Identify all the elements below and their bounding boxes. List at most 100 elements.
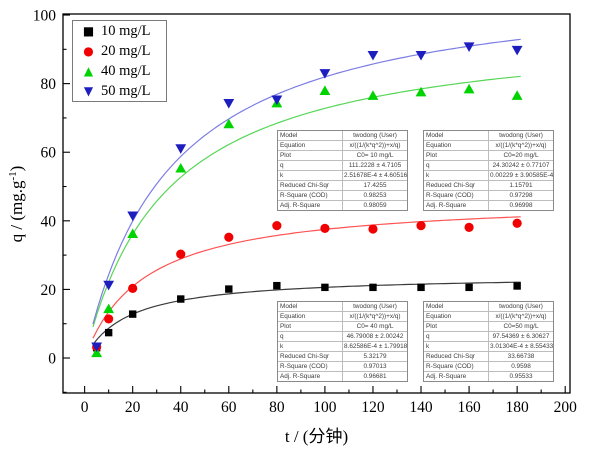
fit-row-value: 0.98253 <box>363 192 387 199</box>
fit-curve-10mgL <box>92 281 521 345</box>
fit-row-label: Reduced Chi-Sqr <box>278 181 343 190</box>
fit-row-value: 1.15791 <box>509 182 533 189</box>
data-point-circle <box>224 232 234 242</box>
data-point-triangle-up <box>223 118 235 129</box>
y-tick-label: 80 <box>41 76 57 93</box>
fit-row-label: Adj. R-Square <box>424 201 489 210</box>
data-point-square <box>321 283 329 292</box>
data-point-circle <box>416 221 426 231</box>
data-point-triangle-up <box>175 162 187 173</box>
y-tick-label: 60 <box>41 145 57 162</box>
fit-row-value: x/((1/(k*q^2))+x/q) <box>495 142 547 149</box>
fit-row-label: q <box>278 161 343 170</box>
fit-curve-20mgL <box>92 216 521 339</box>
x-tick-label: 140 <box>409 399 433 416</box>
fit-table-row: Plot C0= 10 mg/L <box>278 150 407 160</box>
x-tick-label: 180 <box>506 399 530 416</box>
fit-row-value: 0.97298 <box>509 192 533 199</box>
fit-table-row: k3.01304E-4 ± 8.55433E-5 <box>424 341 553 351</box>
data-point-triangle-down <box>103 280 115 291</box>
data-point-circle <box>368 224 378 234</box>
x-tick-label: 100 <box>313 399 337 416</box>
data-point-square <box>128 310 137 318</box>
fit-table-row: k2.51678E-4 ± 4.60516E-5 <box>278 170 407 180</box>
fit-table-row: Reduced Chi-Sqr 33.66738 <box>424 351 553 361</box>
data-point-square <box>465 283 473 292</box>
fit-row-label: Model <box>278 131 343 140</box>
fit-row-value: 0.98059 <box>363 202 387 209</box>
fit-row-label: q <box>278 332 343 341</box>
fit-row-label: Reduced Chi-Sqr <box>424 352 489 361</box>
fit-table-row: Plot C0=50 mg/L <box>424 321 553 331</box>
data-point-triangle-up <box>103 303 115 314</box>
fit-row-value: twodong (User) <box>499 132 543 139</box>
legend-box: ■ 10 mg/L ● 20 mg/L ▲ 40 mg/L ▼ 50 mg/L <box>72 20 167 102</box>
fit-table-row: Reduced Chi-Sqr 5.32179 <box>278 351 407 361</box>
data-point-circle <box>464 222 474 232</box>
fit-table-50mgL: Model twodong (User) Equation x/((1/(k*q^2)… <box>423 301 554 382</box>
fit-row-label: Equation <box>278 312 343 321</box>
fit-row-value: 0.00229 ± 3.90585E-4 <box>490 172 553 179</box>
fit-row-label: Model <box>424 302 489 311</box>
fit-table-row: Equation x/((1/(k*q^2))+x/q) <box>278 311 407 321</box>
legend-label: 10 mg/L <box>101 22 151 39</box>
fit-row-value: 111.2228 ± 4.7105 <box>348 162 402 169</box>
fit-row-value: x/((1/(k*q^2))+x/q) <box>349 313 401 320</box>
fit-row-label: R-Square (COD) <box>424 362 489 371</box>
fit-row-label: R-Square (COD) <box>424 191 489 200</box>
fit-row-label: Adj. R-Square <box>278 372 343 381</box>
data-point-triangle-down <box>223 98 235 109</box>
fit-table-row: Plot C0= 40 mg/L <box>278 321 407 331</box>
data-point-square <box>369 283 377 292</box>
fit-table-row: R-Square (COD) 0.9598 <box>424 361 553 371</box>
fit-row-value: 33.66738 <box>507 353 535 360</box>
fit-row-label: Plot <box>278 151 343 160</box>
legend-marker-icon: ■ <box>82 24 95 38</box>
data-point-square <box>513 282 521 290</box>
fit-row-value: 0.97013 <box>363 363 387 370</box>
fit-row-label: Plot <box>278 322 343 331</box>
fit-row-label: q <box>424 332 489 341</box>
data-point-triangle-up <box>367 90 379 100</box>
fit-row-value: 0.9598 <box>511 363 531 370</box>
fit-table-row: Reduced Chi-Sqr 1.15791 <box>424 180 553 190</box>
data-point-square <box>273 281 281 290</box>
fit-row-label: Plot <box>424 322 489 331</box>
fit-table-row: Model twodong (User) <box>278 302 407 311</box>
fit-row-value: 0.95533 <box>509 373 533 380</box>
fit-row-label: k <box>424 171 489 180</box>
x-tick-label: 40 <box>173 399 189 416</box>
fit-row-label: Reduced Chi-Sqr <box>278 352 343 361</box>
fit-table-row: Equation x/((1/(k*q^2))+x/q) <box>278 140 407 150</box>
y-axis-title: q / (mg.g-1) <box>7 166 26 243</box>
fit-table-40mgL: Model twodong (User) Equation x/((1/(k*q^2)… <box>277 301 408 382</box>
legend-item-40mgL: ▲ 40 mg/L <box>73 61 166 81</box>
legend-item-10mgL: ■ 10 mg/L <box>73 21 166 41</box>
fit-table-row: q 46.79008 ± 2.00242 <box>278 331 407 341</box>
fit-curve-40mgL <box>92 75 521 327</box>
fit-row-value: 5.32179 <box>363 353 387 360</box>
data-point-triangle-up <box>511 90 523 100</box>
x-axis-title: t / (分钟) <box>285 427 348 446</box>
fit-table-10mgL: Model twodong (User) Equation x/((1/(k*q^2)… <box>277 130 408 211</box>
legend-label: 40 mg/L <box>101 62 151 79</box>
data-point-triangle-up <box>415 86 427 97</box>
fit-row-value: 8.62586E-4 ± 1.79918E-4 <box>344 343 407 350</box>
legend-label: 20 mg/L <box>101 42 151 59</box>
data-point-square <box>177 295 185 303</box>
data-point-square <box>225 285 233 293</box>
x-axis: 0 20 40 60 80 100 120 140 160 180 200 <box>81 386 577 416</box>
fit-row-label: Adj. R-Square <box>278 201 343 210</box>
fit-table-row: q 24.30242 ± 0.77107 <box>424 160 553 170</box>
y-tick-label: 20 <box>41 282 57 299</box>
x-tick-label: 120 <box>361 399 385 416</box>
x-tick-label: 20 <box>125 399 141 416</box>
data-point-square <box>417 283 425 292</box>
fit-row-value: C0= 40 mg/L <box>356 323 394 330</box>
fit-row-label: Reduced Chi-Sqr <box>424 181 489 190</box>
x-tick-label: 60 <box>221 399 237 416</box>
y-axis: 0 20 40 60 80 100 <box>33 8 70 393</box>
data-point-triangle-up <box>463 83 475 94</box>
fit-row-label: k <box>424 342 489 351</box>
